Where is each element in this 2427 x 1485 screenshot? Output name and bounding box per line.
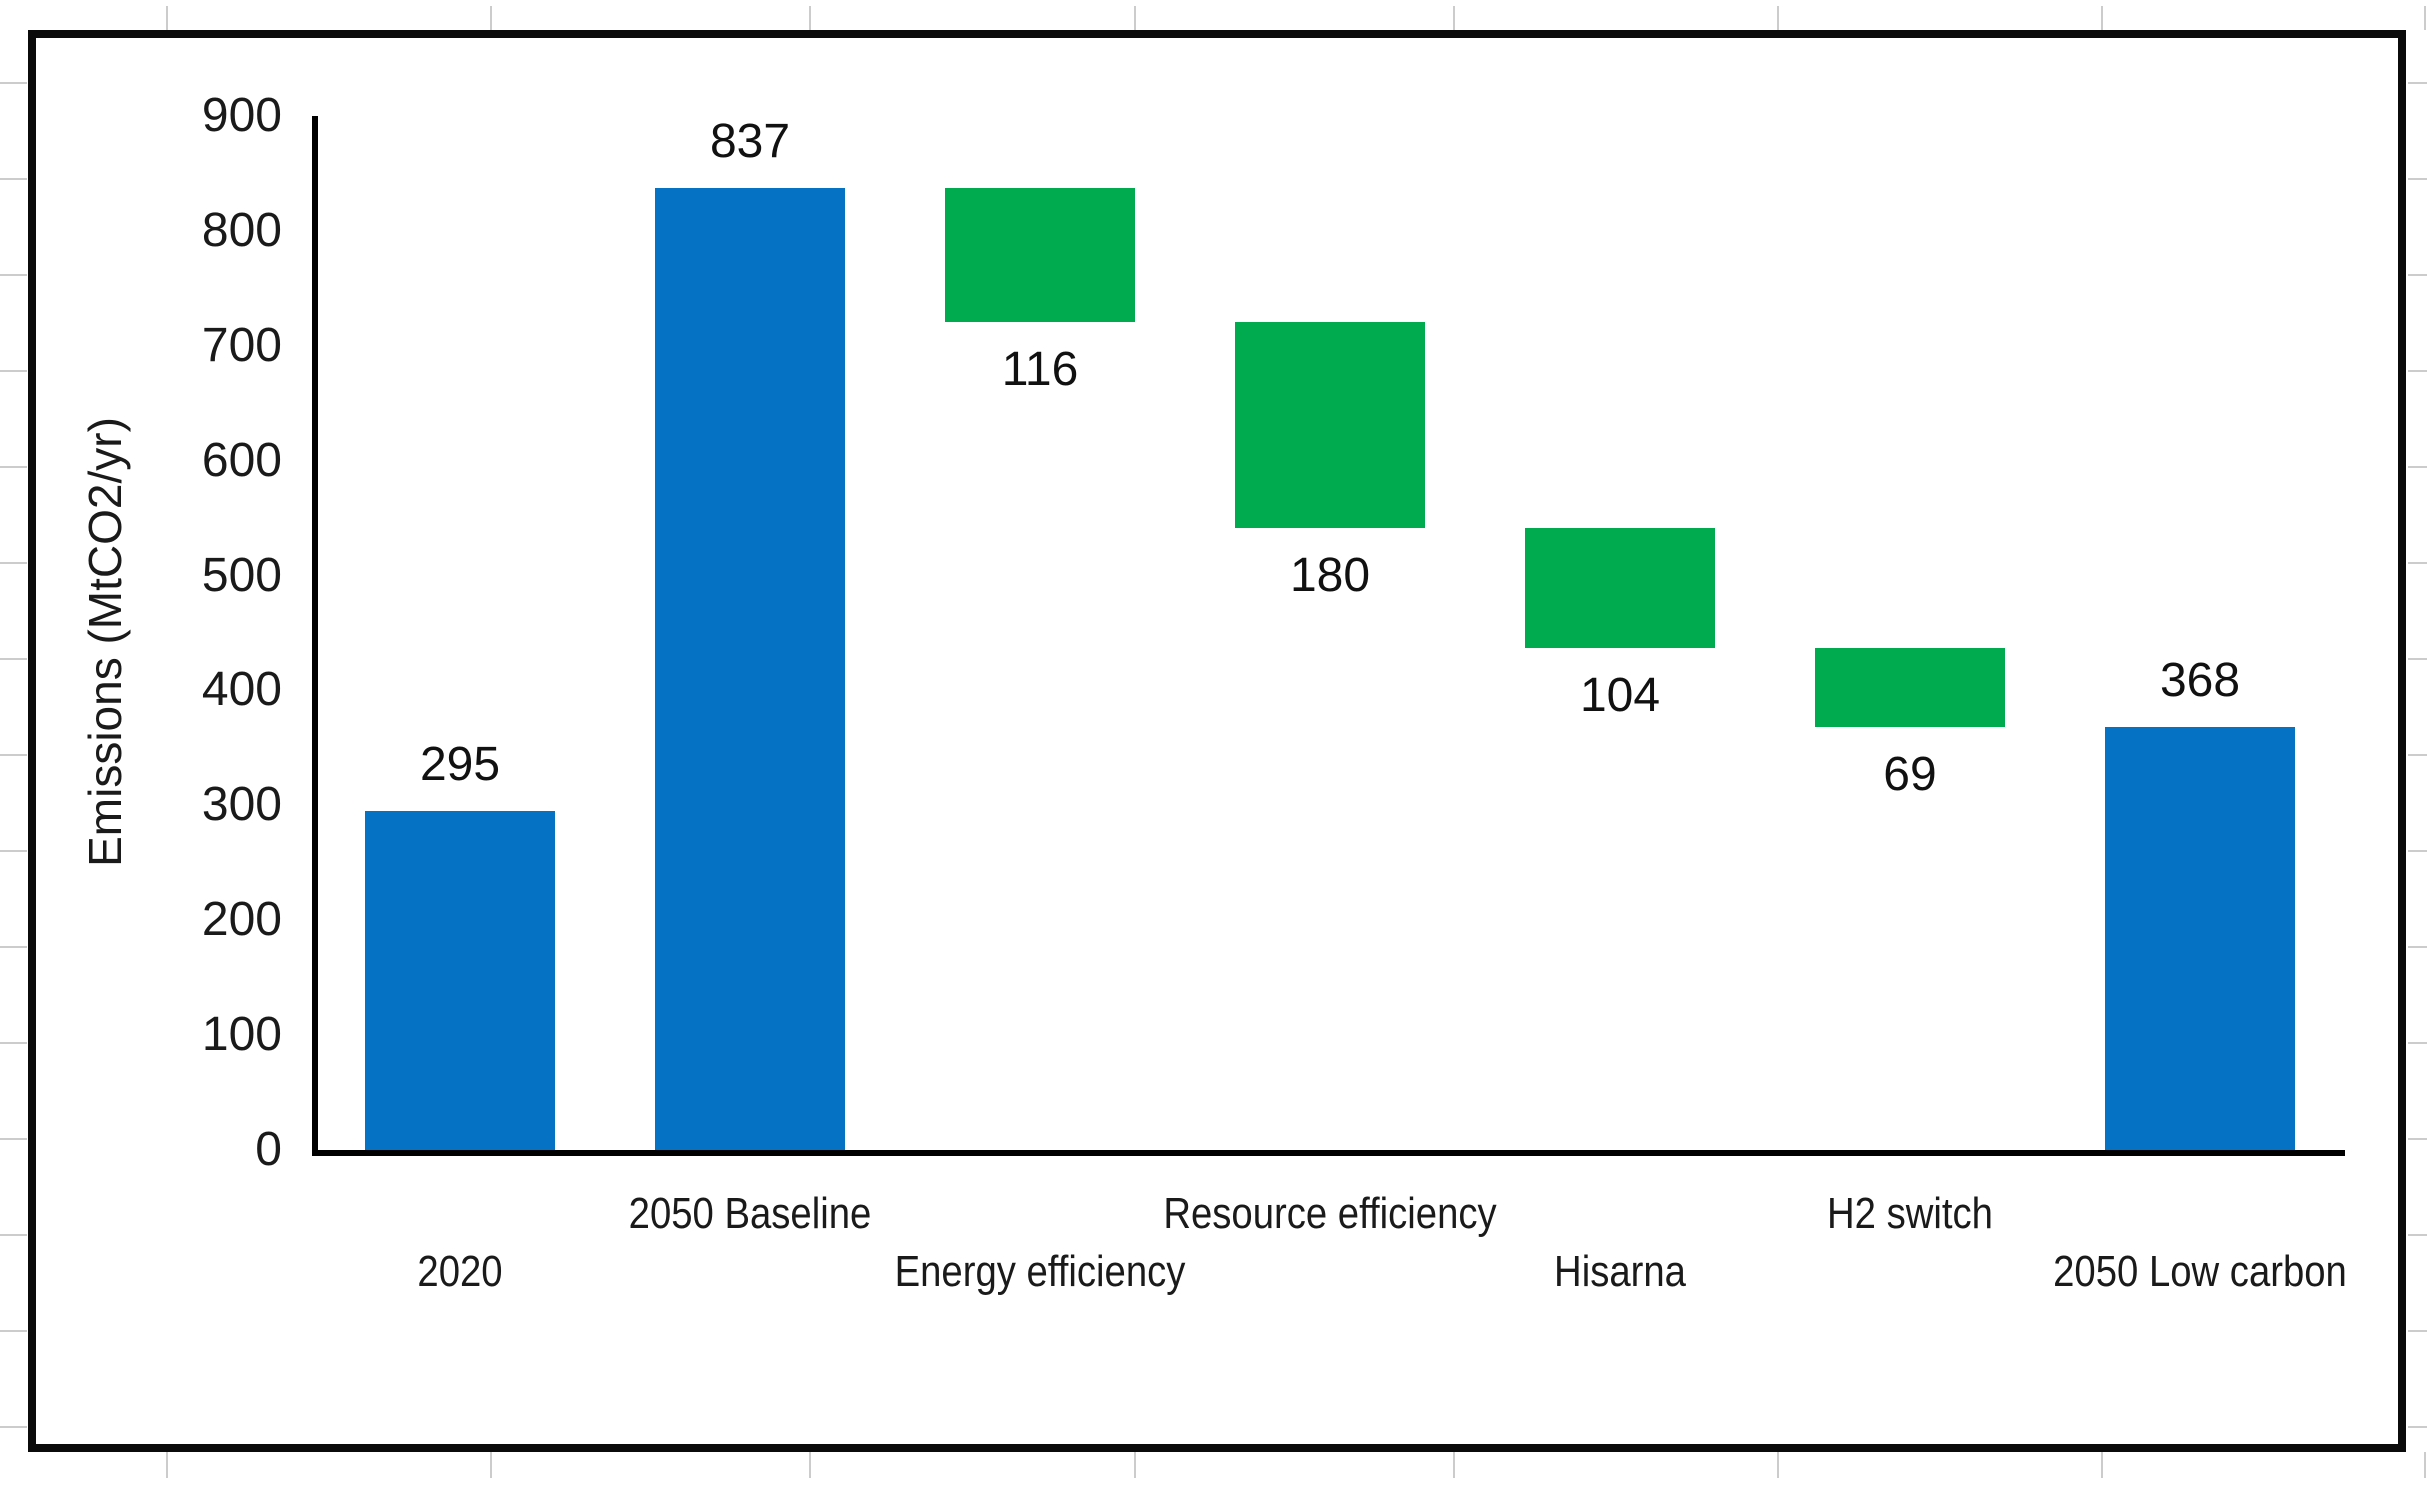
bar-value-label: 180 — [1289, 549, 1371, 603]
worksheet-gridline-h — [0, 178, 27, 180]
worksheet-gridline-h — [0, 1426, 27, 1428]
bar-hisarna — [1525, 528, 1715, 648]
worksheet-gridline-v — [809, 1452, 811, 1478]
worksheet-gridline-h — [2408, 1138, 2427, 1140]
y-tick-label: 300 — [201, 778, 282, 832]
y-tick-label: 0 — [255, 1123, 282, 1176]
worksheet-gridline-v — [2424, 1452, 2426, 1478]
worksheet-gridline-h — [2408, 274, 2427, 276]
worksheet-gridline-h — [2408, 466, 2427, 468]
worksheet-gridline-h — [0, 1234, 27, 1236]
y-axis-line — [312, 116, 318, 1156]
worksheet-gridline-h — [0, 946, 27, 948]
bar-2050-baseline — [655, 188, 845, 1150]
x-category-label: Resource efficiency — [1163, 1189, 1497, 1238]
worksheet-gridline-h — [2408, 754, 2427, 756]
worksheet-gridline-h — [2408, 658, 2427, 660]
worksheet-gridline-h — [2408, 82, 2427, 84]
bar-value-label: 368 — [2159, 654, 2241, 708]
worksheet-gridline-h — [2408, 370, 2427, 372]
worksheet-gridline-v — [1453, 1452, 1455, 1478]
worksheet-gridline-v — [490, 1452, 492, 1478]
worksheet-gridline-h — [2408, 850, 2427, 852]
worksheet-gridline-h — [2408, 1042, 2427, 1044]
x-category-label: Hisarna — [1554, 1247, 1686, 1296]
worksheet-gridline-v — [809, 6, 811, 30]
worksheet-gridline-h — [0, 466, 27, 468]
bar-value-label: 295 — [419, 738, 501, 792]
bar-value-label: 69 — [1883, 748, 1937, 802]
x-axis-line — [312, 1150, 2345, 1156]
worksheet-gridline-h — [0, 1138, 27, 1140]
worksheet-gridline-v — [1134, 1452, 1136, 1478]
worksheet-gridline-h — [0, 562, 27, 564]
bar-2020 — [365, 811, 555, 1150]
x-category-label: 2050 Low carbon — [2053, 1247, 2347, 1296]
y-tick-label: 600 — [201, 433, 282, 487]
y-tick-label: 800 — [201, 203, 282, 257]
worksheet-gridline-h — [2408, 946, 2427, 948]
bar-2050-low-carbon — [2105, 727, 2295, 1150]
bar-energy-efficiency — [945, 188, 1135, 322]
worksheet-gridline-v — [2101, 1452, 2103, 1478]
worksheet-gridline-v — [1777, 1452, 1779, 1478]
y-tick-label: 500 — [201, 548, 282, 602]
y-tick-label: 100 — [201, 1008, 282, 1062]
x-category-label: H2 switch — [1827, 1189, 1993, 1238]
worksheet-gridline-h — [0, 1330, 27, 1332]
y-tick-label: 400 — [201, 663, 282, 717]
worksheet-gridline-v — [490, 6, 492, 30]
worksheet-gridline-h — [2408, 1426, 2427, 1428]
worksheet-gridline-v — [1777, 6, 1779, 30]
worksheet-gridline-v — [166, 6, 168, 30]
worksheet-gridline-h — [0, 274, 27, 276]
worksheet-gridline-h — [2408, 1234, 2427, 1236]
worksheet-gridline-v — [1134, 6, 1136, 30]
worksheet-gridline-v — [1453, 6, 1455, 30]
x-category-label: 2050 Baseline — [628, 1189, 872, 1238]
bar-h2-switch — [1815, 647, 2005, 728]
worksheet-gridline-v — [2101, 6, 2103, 30]
bar-value-label: 837 — [709, 115, 791, 169]
bar-value-label: 104 — [1579, 668, 1661, 722]
y-tick-label: 200 — [201, 893, 282, 947]
bar-resource-efficiency — [1235, 321, 1425, 529]
worksheet-gridline-h — [2408, 178, 2427, 180]
worksheet-gridline-h — [0, 82, 27, 84]
worksheet-gridline-h — [2408, 562, 2427, 564]
bar-value-label: 116 — [1001, 342, 1079, 396]
worksheet-gridline-h — [0, 370, 27, 372]
worksheet-gridline-h — [0, 850, 27, 852]
x-category-label: 2020 — [417, 1247, 503, 1296]
worksheet-gridline-v — [2424, 6, 2426, 30]
x-category-label: Energy efficiency — [894, 1247, 1186, 1296]
worksheet-gridline-v — [166, 1452, 168, 1478]
y-tick-label: 700 — [201, 318, 282, 372]
y-tick-label: 900 — [201, 89, 282, 142]
worksheet-gridline-h — [0, 658, 27, 660]
worksheet-gridline-h — [2408, 1330, 2427, 1332]
chart-figure[interactable]: Emissions (MtCO2/yr) — [28, 30, 2406, 1452]
worksheet-gridline-h — [0, 754, 27, 756]
worksheet-gridline-h — [0, 1042, 27, 1044]
